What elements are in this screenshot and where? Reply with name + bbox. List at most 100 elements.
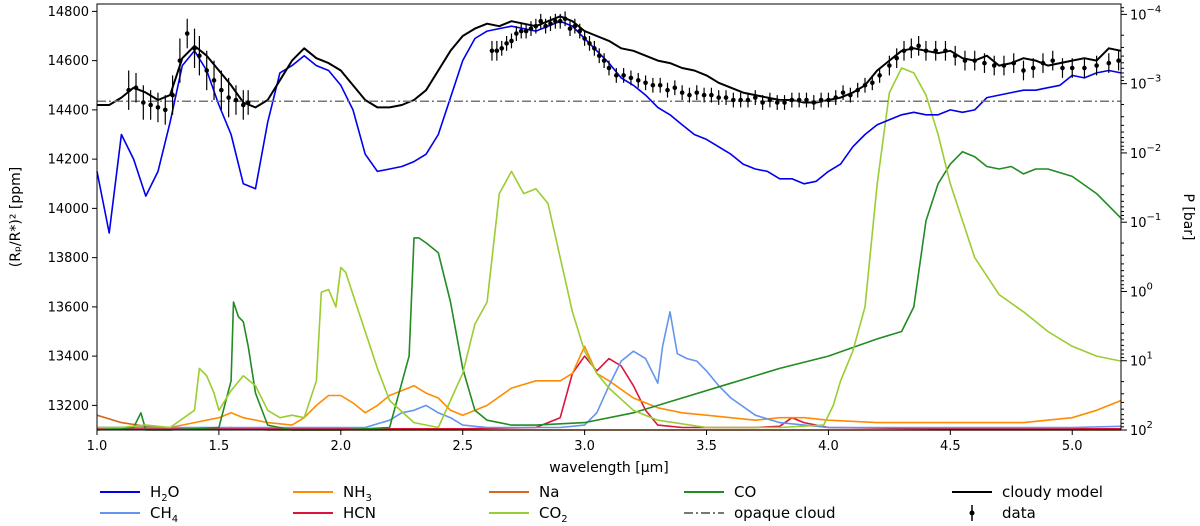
data-point (701, 87, 707, 103)
data-marker (709, 92, 714, 98)
data-point (716, 90, 722, 105)
legend-item-co2: CO2 (489, 504, 568, 525)
data-point (204, 50, 210, 91)
data-marker (553, 18, 558, 24)
data-marker (774, 100, 780, 105)
data-point (557, 13, 563, 29)
data-point (523, 23, 529, 39)
data-marker (1069, 65, 1075, 71)
data-marker (538, 18, 544, 24)
data-point (991, 55, 997, 76)
x-axis-ticks: 1.0 1.5 2.0 2.5 3.0 3.5 4.0 4.5 5.0 (87, 430, 1083, 454)
data-marker (694, 90, 700, 95)
data-marker (916, 43, 921, 49)
data-point (848, 87, 853, 103)
data-marker (1001, 63, 1007, 68)
data-point (553, 13, 558, 29)
data-point (240, 90, 246, 120)
legend-label-nh3: NH3 (343, 483, 372, 504)
data-marker (635, 78, 641, 83)
data-point (909, 38, 914, 59)
data-point (504, 36, 509, 51)
data-point (672, 80, 678, 96)
series-line-co2 (97, 67, 1122, 429)
series-line-h2o (96, 20, 1122, 234)
data-marker (533, 23, 539, 29)
data-marker (943, 48, 948, 54)
data-marker (862, 82, 868, 88)
data-point (657, 77, 663, 93)
x-tick-label: 3.5 (696, 439, 717, 454)
p-tick-label: 10−1 (1130, 212, 1161, 231)
legend-label-h2o: H2O (150, 483, 179, 504)
data-marker (562, 16, 568, 22)
x-tick-label: 2.0 (330, 439, 351, 454)
data-point (643, 75, 648, 91)
data-point (877, 68, 882, 83)
data-marker (840, 90, 846, 95)
data-marker (162, 107, 168, 113)
data-marker (133, 85, 139, 91)
data-marker (650, 82, 656, 88)
p-tick-label: 101 (1130, 351, 1153, 370)
series-line-ch4 (97, 310, 1122, 429)
data-marker (972, 58, 978, 63)
data-marker (219, 87, 224, 93)
data-point (972, 50, 978, 71)
data-point (894, 48, 899, 69)
y-axis-ticks: 13200 13400 13600 13800 14000 14200 14400 14600… (48, 5, 97, 414)
data-point (1060, 58, 1065, 78)
data-marker (523, 28, 529, 34)
data-point (694, 85, 700, 101)
x-tick-label: 2.5 (452, 439, 473, 454)
p-tick-label: 10−3 (1130, 74, 1161, 93)
data-point (528, 21, 534, 37)
data-marker (170, 92, 175, 98)
legend-label-opaque: opaque cloud (734, 504, 836, 522)
data-point (767, 92, 773, 108)
data-point (1030, 58, 1036, 78)
data-marker (909, 46, 914, 51)
data-marker (804, 97, 809, 103)
data-marker (716, 95, 722, 100)
y-tick-label: 13800 (48, 251, 89, 266)
x-tick-label: 1.5 (209, 439, 230, 454)
data-point (543, 18, 548, 34)
data-marker (494, 48, 500, 54)
data-marker (672, 85, 678, 91)
data-point (538, 13, 544, 29)
data-marker (894, 55, 899, 61)
data-point (562, 11, 568, 27)
data-point (606, 60, 612, 76)
data-point (1069, 58, 1075, 78)
data-marker (782, 100, 787, 105)
x-tick-label: 1.0 (87, 439, 108, 454)
data-marker (701, 92, 707, 98)
data-marker (528, 26, 534, 31)
data-point (170, 75, 175, 115)
data-point (587, 36, 592, 51)
y-tick-label: 14400 (48, 103, 89, 118)
legend-label-co: CO (734, 483, 756, 501)
legend-item-hcn: HCN (293, 504, 376, 522)
data-point (774, 95, 780, 110)
x-axis-label: wavelength [μm] (549, 460, 668, 476)
data-marker (962, 58, 968, 63)
data-marker (577, 28, 583, 34)
data-point (499, 40, 505, 56)
data-point (628, 70, 634, 86)
data-point (818, 92, 824, 108)
data-point (514, 26, 519, 41)
data-point (796, 92, 802, 108)
p-axis-label: P [bar] (1180, 193, 1196, 240)
data-marker (582, 36, 587, 41)
data-marker (855, 87, 860, 93)
data-marker (1030, 65, 1036, 71)
data-point (811, 95, 817, 110)
data-point (679, 85, 685, 101)
data-point (870, 75, 875, 91)
data-point (141, 85, 146, 120)
data-marker (596, 53, 602, 59)
data-point (1040, 53, 1046, 73)
